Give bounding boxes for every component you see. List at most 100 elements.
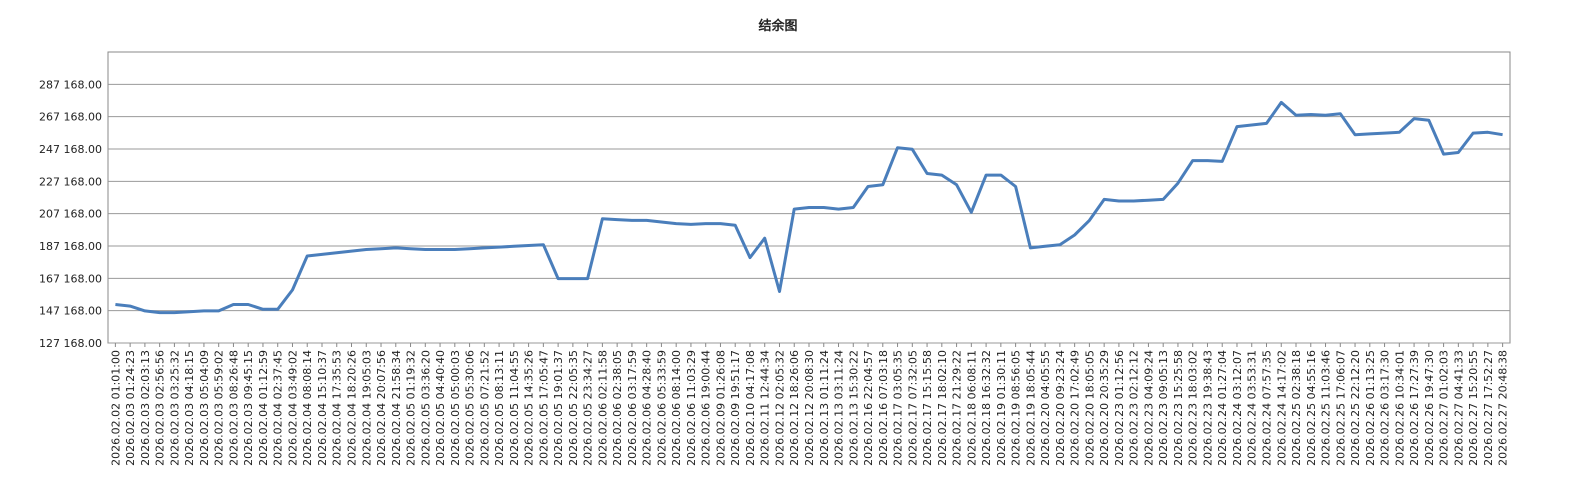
y-tick-label: 287 168.00 [39, 78, 102, 91]
x-tick-label: 2026.02.05 05:00:03 [449, 350, 462, 466]
x-tick-label: 2026.02.25 04:55:16 [1305, 350, 1318, 466]
x-tick-label: 2026.02.13 15:30:22 [847, 350, 860, 466]
x-tick-label: 2026.02.20 20:35:29 [1098, 350, 1111, 466]
x-tick-label: 2026.02.05 01:19:32 [405, 350, 418, 466]
x-tick-label: 2026.02.09 01:26:08 [714, 350, 727, 466]
data-line [115, 100, 1503, 315]
x-tick-label: 2026.02.23 01:12:56 [1113, 350, 1126, 466]
x-tick-label: 2026.02.16 07:03:18 [877, 350, 890, 466]
x-tick-label: 2026.02.03 09:45:15 [242, 350, 255, 466]
x-tick-label: 2026.02.25 02:38:18 [1290, 350, 1303, 466]
x-tick-label: 2026.02.05 08:13:11 [493, 350, 506, 466]
x-tick-label: 2026.02.27 04:41:33 [1452, 350, 1465, 466]
x-tick-label: 2026.02.09 19:51:17 [729, 350, 742, 466]
x-tick-label: 2026.02.06 05:33:59 [655, 350, 668, 466]
x-tick-label: 2026.02.24 03:12:07 [1231, 350, 1244, 466]
x-tick-label: 2026.02.26 17:27:39 [1408, 350, 1421, 466]
x-tick-label: 2026.02.26 19:47:30 [1423, 350, 1436, 466]
x-tick-label: 2026.02.25 11:03:46 [1320, 350, 1333, 466]
x-tick-label: 2026.02.27 15:20:55 [1467, 350, 1480, 466]
x-tick-label: 2026.02.04 08:08:14 [301, 350, 314, 466]
x-tick-label: 2026.02.11 12:44:34 [759, 350, 772, 466]
x-tick-label: 2026.02.05 11:04:55 [508, 350, 521, 466]
x-tick-label: 2026.02.18 06:08:11 [965, 350, 978, 466]
x-tick-label: 2026.02.05 23:34:27 [582, 350, 595, 466]
x-tick-label: 2026.02.06 02:11:58 [596, 350, 609, 466]
x-tick-label: 2026.02.05 19:01:37 [552, 350, 565, 466]
y-tick-label: 227 168.00 [39, 175, 102, 188]
x-tick-label: 2026.02.04 15:10:37 [316, 350, 329, 466]
x-tick-label: 2026.02.12 02:05:32 [773, 350, 786, 466]
y-tick-label: 147 168.00 [39, 305, 102, 318]
y-tick-label: 207 168.00 [39, 208, 102, 221]
x-tick-label: 2026.02.05 14:35:26 [523, 350, 536, 466]
x-tick-label: 2026.02.06 03:17:59 [626, 350, 639, 466]
x-tick-label: 2026.02.26 10:34:01 [1393, 350, 1406, 466]
x-tick-label: 2026.02.05 07:21:52 [478, 350, 491, 466]
x-tick-label: 2026.02.02 01:01:00 [109, 350, 122, 466]
x-tick-label: 2026.02.20 18:05:05 [1083, 350, 1096, 466]
x-tick-label: 2026.02.06 04:28:40 [641, 350, 654, 466]
x-tick-label: 2026.02.04 01:12:59 [257, 350, 270, 466]
x-tick-label: 2026.02.18 16:32:32 [980, 350, 993, 466]
x-tick-label: 2026.02.16 22:04:57 [862, 350, 875, 466]
x-tick-label: 2026.02.17 18:02:10 [936, 350, 949, 466]
x-tick-label: 2026.02.06 08:14:00 [670, 350, 683, 466]
x-tick-label: 2026.02.03 01:24:23 [124, 350, 137, 466]
x-tick-label: 2026.02.19 08:56:05 [1010, 350, 1023, 466]
x-tick-label: 2026.02.27 20:48:38 [1497, 350, 1510, 466]
x-tick-label: 2026.02.27 17:52:27 [1482, 350, 1495, 466]
x-tick-label: 2026.02.23 02:12:12 [1128, 350, 1141, 466]
x-tick-label: 2026.02.25 22:12:20 [1349, 350, 1362, 466]
x-tick-label: 2026.02.20 17:02:49 [1069, 350, 1082, 466]
x-tick-label: 2026.02.03 08:26:48 [227, 350, 240, 466]
x-tick-label: 2026.02.25 17:06:07 [1334, 350, 1347, 466]
y-tick-label: 187 168.00 [39, 240, 102, 253]
x-tick-label: 2026.02.05 03:36:20 [419, 350, 432, 466]
x-tick-label: 2026.02.12 18:26:06 [788, 350, 801, 466]
x-tick-label: 2026.02.20 04:05:55 [1039, 350, 1052, 466]
x-tick-label: 2026.02.26 01:13:25 [1364, 350, 1377, 466]
x-tick-label: 2026.02.23 19:38:43 [1201, 350, 1214, 466]
y-tick-label: 247 168.00 [39, 143, 102, 156]
x-tick-label: 2026.02.27 01:02:03 [1438, 350, 1451, 466]
x-tick-label: 2026.02.23 09:05:13 [1157, 350, 1170, 466]
x-tick-label: 2026.02.23 04:09:24 [1142, 350, 1155, 466]
x-tick-label: 2026.02.26 03:17:30 [1379, 350, 1392, 466]
x-tick-label: 2026.02.04 18:20:26 [346, 350, 359, 466]
x-tick-label: 2026.02.24 07:57:35 [1260, 350, 1273, 466]
x-tick-label: 2026.02.13 01:11:24 [818, 350, 831, 466]
x-tick-label: 2026.02.03 05:59:02 [213, 350, 226, 466]
x-tick-label: 2026.02.17 03:05:35 [892, 350, 905, 466]
x-tick-label: 2026.02.05 04:40:40 [434, 350, 447, 466]
x-tick-label: 2026.02.19 18:05:44 [1024, 350, 1037, 466]
x-tick-label: 2026.02.04 17:35:53 [331, 350, 344, 466]
y-tick-label: 267 168.00 [39, 111, 102, 124]
x-tick-label: 2026.02.06 19:00:44 [700, 350, 713, 466]
x-tick-label: 2026.02.24 03:53:31 [1246, 350, 1259, 466]
x-tick-label: 2026.02.23 15:25:58 [1172, 350, 1185, 466]
x-tick-label: 2026.02.04 20:07:56 [375, 350, 388, 466]
chart-title: 结余图 [758, 18, 797, 34]
x-tick-label: 2026.02.03 02:03:13 [139, 350, 152, 466]
x-tick-label: 2026.02.24 01:27:04 [1216, 350, 1229, 466]
x-tick-label: 2026.02.05 22:05:35 [567, 350, 580, 466]
x-tick-label: 2026.02.23 18:03:02 [1187, 350, 1200, 466]
x-tick-label: 2026.02.03 02:56:56 [154, 350, 167, 466]
x-tick-label: 2026.02.17 15:15:58 [921, 350, 934, 466]
plot-area [107, 51, 1511, 344]
x-tick-label: 2026.02.10 04:17:08 [744, 350, 757, 466]
x-tick-label: 2026.02.05 05:30:06 [464, 350, 477, 466]
x-tick-label: 2026.02.05 17:05:47 [537, 350, 550, 466]
x-tick-label: 2026.02.17 21:29:22 [951, 350, 964, 466]
x-tick-label: 2026.02.04 19:05:03 [360, 350, 373, 466]
x-tick-label: 2026.02.06 11:03:29 [685, 350, 698, 466]
x-tick-label: 2026.02.20 09:23:24 [1054, 350, 1067, 466]
x-tick-label: 2026.02.04 03:49:02 [286, 350, 299, 466]
x-tick-label: 2026.02.04 21:58:34 [390, 350, 403, 466]
x-tick-label: 2026.02.24 14:17:02 [1275, 350, 1288, 466]
x-tick-label: 2026.02.03 03:25:32 [168, 350, 181, 466]
x-tick-label: 2026.02.13 03:11:24 [833, 350, 846, 466]
x-tick-label: 2026.02.17 07:32:05 [906, 350, 919, 466]
